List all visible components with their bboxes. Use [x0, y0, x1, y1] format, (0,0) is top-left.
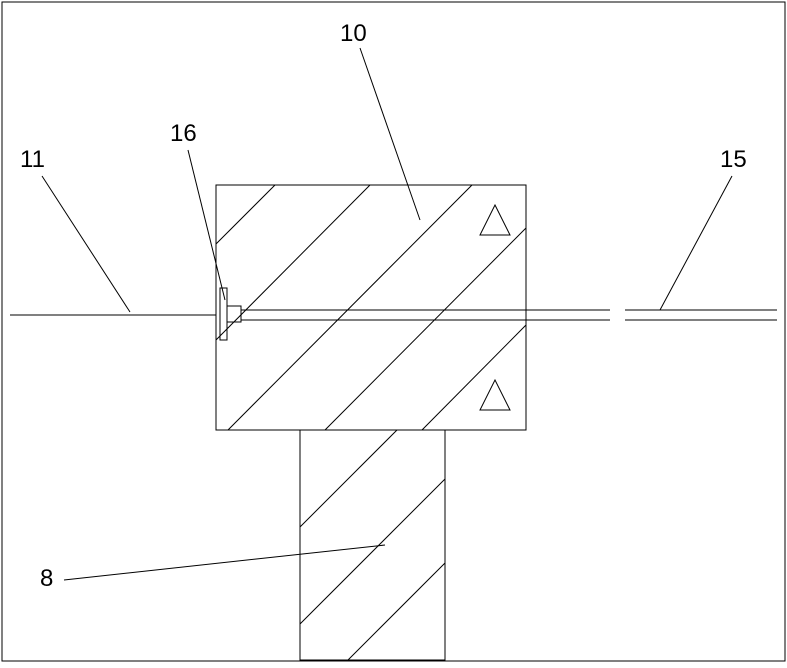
nut: [227, 306, 241, 322]
section-triangles: [480, 205, 510, 410]
label-16: 16: [170, 120, 197, 148]
leader-16: [188, 150, 225, 300]
label-11: 11: [20, 146, 45, 174]
leader-15: [660, 176, 732, 310]
leader-lines: [42, 48, 732, 580]
leader-11: [42, 176, 130, 312]
outer-frame: [2, 2, 785, 661]
right-rod: [625, 310, 777, 320]
label-15: 15: [720, 146, 747, 174]
technical-drawing: 10 11 16 15 8: [0, 0, 787, 663]
leader-8: [64, 545, 385, 580]
leader-10: [360, 48, 420, 220]
main-block: [216, 185, 526, 430]
diagram-svg: [0, 0, 787, 663]
hatch-lower: [300, 430, 445, 660]
center-tube: [241, 310, 610, 320]
lower-block: [300, 430, 445, 660]
label-8: 8: [40, 565, 53, 593]
label-10: 10: [340, 20, 367, 48]
hatch-main: [216, 185, 526, 430]
